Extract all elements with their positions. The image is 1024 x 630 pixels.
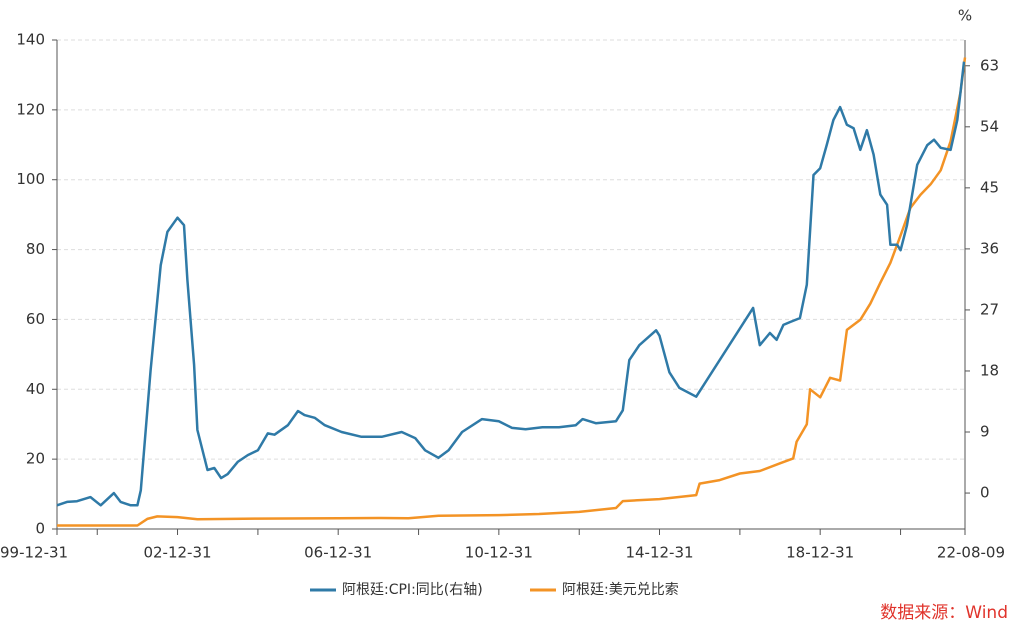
y-tick-label: 100	[16, 170, 45, 188]
y2-tick-label: 63	[980, 56, 999, 74]
x-tick-label: 99-12-31	[0, 544, 68, 562]
y-tick-label: 120	[16, 100, 45, 118]
x-tick-label: 10-12-31	[465, 544, 533, 562]
series-line	[56, 61, 966, 507]
x-tick-label: 02-12-31	[143, 544, 211, 562]
x-tick-label: 14-12-31	[625, 544, 693, 562]
series-line	[57, 57, 967, 527]
y2-tick-label: 9	[980, 423, 990, 441]
y-tick-label: 0	[35, 520, 45, 538]
y-tick-label: 80	[26, 240, 45, 258]
y2-tick-label: 45	[980, 178, 999, 196]
x-tick-label: 22-08-09	[937, 544, 1005, 562]
y-tick-label: 60	[26, 310, 45, 328]
legend-label: 阿根廷:CPI:同比(右轴)	[342, 582, 483, 598]
y2-tick-label: 54	[980, 117, 999, 135]
source-note: 数据来源：Wind	[880, 603, 1008, 623]
y2-tick-label: 27	[980, 300, 999, 318]
y-tick-label: 40	[26, 380, 45, 398]
y2-tick-label: 18	[980, 361, 999, 379]
y-tick-label: 20	[26, 450, 45, 468]
y2-tick-label: 0	[980, 484, 990, 502]
y2-axis-unit: %	[958, 7, 972, 25]
x-tick-label: 06-12-31	[304, 544, 372, 562]
y-tick-label: 140	[16, 31, 45, 49]
legend-label: 阿根廷:美元兑比索	[562, 581, 679, 598]
y2-tick-label: 36	[980, 239, 999, 257]
x-tick-label: 18-12-31	[786, 544, 854, 562]
